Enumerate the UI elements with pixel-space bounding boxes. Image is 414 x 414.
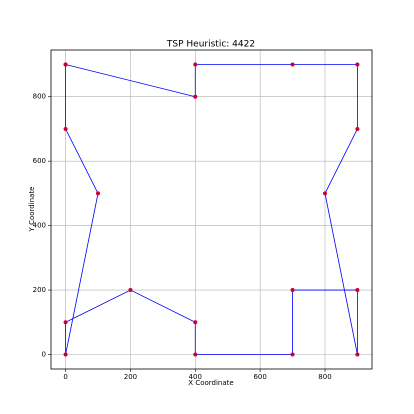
y-tick-label: 200 [33, 286, 46, 294]
city-point [63, 126, 68, 131]
city-point [193, 62, 198, 67]
y-axis-label: Y Coordinate [28, 187, 36, 233]
y-tick-label: 400 [33, 222, 46, 230]
city-point [96, 191, 101, 196]
plot-frame [50, 49, 373, 370]
x-axis-label: X Coordinate [188, 379, 233, 387]
city-point [63, 352, 68, 357]
city-point [193, 94, 198, 99]
city-point [128, 288, 133, 293]
x-tick-label: 800 [318, 373, 331, 381]
x-tick-label: 0 [63, 373, 67, 381]
x-tick-label: 400 [189, 373, 202, 381]
x-tick-label: 600 [253, 373, 266, 381]
chart-title: TSP Heuristic: 4422 [166, 40, 255, 50]
y-tick-label: 0 [42, 351, 46, 359]
city-point [63, 62, 68, 67]
x-tick-label: 200 [124, 373, 137, 381]
city-point [355, 288, 360, 293]
city-point [290, 288, 295, 293]
y-tick-label: 800 [33, 93, 46, 101]
city-point [290, 352, 295, 357]
city-point [355, 126, 360, 131]
city-point [355, 62, 360, 67]
y-tick-label: 600 [33, 157, 46, 165]
city-point [193, 320, 198, 325]
city-point [322, 191, 327, 196]
city-point [355, 352, 360, 357]
city-point [193, 352, 198, 357]
city-point [290, 62, 295, 67]
city-point [63, 320, 68, 325]
